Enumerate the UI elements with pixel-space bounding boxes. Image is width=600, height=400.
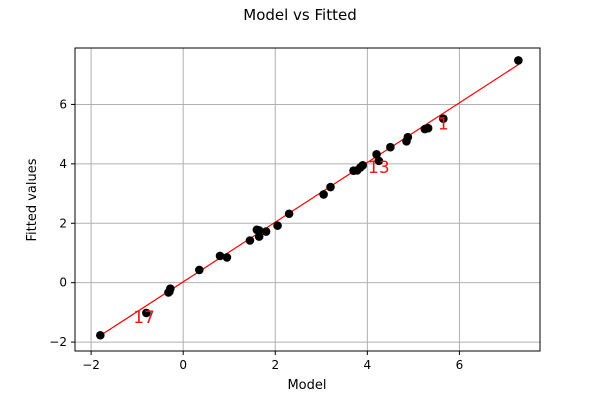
fit-line xyxy=(99,64,519,337)
x-axis-label: Model xyxy=(287,378,326,393)
data-point xyxy=(215,251,225,261)
data-point xyxy=(319,190,328,199)
y-tick-label: −2 xyxy=(49,335,67,349)
data-point xyxy=(222,253,232,262)
data-point xyxy=(514,56,523,65)
data-point xyxy=(261,227,271,236)
data-point xyxy=(386,142,395,152)
data-point xyxy=(439,114,448,123)
data-point xyxy=(273,221,282,230)
x-tick-label: 6 xyxy=(456,358,464,372)
data-point xyxy=(326,182,335,192)
grid xyxy=(75,48,540,351)
data-point xyxy=(284,209,294,219)
data-point xyxy=(142,308,151,318)
data-point xyxy=(372,150,381,159)
data-point xyxy=(358,161,368,170)
data-point xyxy=(195,265,204,275)
point-annotation: 17 xyxy=(133,308,155,328)
data-point xyxy=(254,226,264,235)
y-tick-label: 0 xyxy=(59,276,67,290)
data-point xyxy=(403,132,413,142)
plot-frame xyxy=(74,47,541,352)
scatter-points xyxy=(96,56,523,340)
fit-line-layer xyxy=(99,64,519,337)
y-tick-label: 6 xyxy=(59,97,67,111)
point-annotation: 13 xyxy=(368,158,390,178)
y-tick-label: 2 xyxy=(59,216,67,230)
point-annotations: 17 13 1 xyxy=(133,115,448,328)
chart-title: Model vs Fitted xyxy=(243,6,356,24)
axis-ticks: −2 0 2 4 6 −2 0 2 4 6 xyxy=(49,97,463,372)
x-tick-label: 4 xyxy=(364,358,372,372)
y-tick-label: 4 xyxy=(59,157,67,171)
y-axis-label: Fitted values xyxy=(25,158,40,241)
data-point xyxy=(374,156,384,166)
data-point xyxy=(423,123,433,133)
x-tick-label: 0 xyxy=(179,358,187,372)
point-annotation: 1 xyxy=(438,115,449,135)
data-point xyxy=(96,330,105,340)
x-tick-label: −2 xyxy=(82,358,100,372)
data-point xyxy=(245,236,255,245)
data-point xyxy=(254,232,264,241)
x-tick-label: 2 xyxy=(271,358,279,372)
data-point xyxy=(166,284,175,293)
